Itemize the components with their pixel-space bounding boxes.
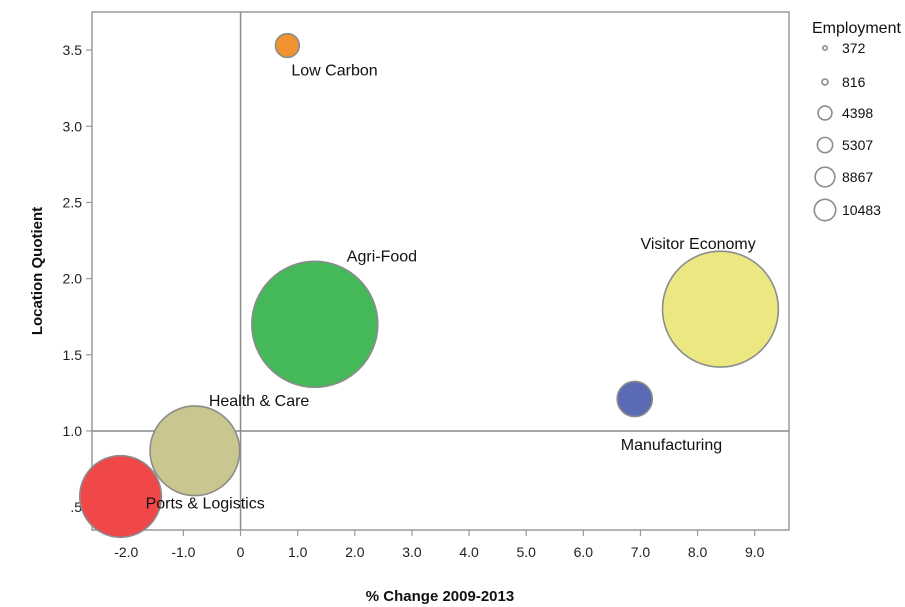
bubble-visitor-economy xyxy=(661,250,780,368)
bubble-label: Low Carbon xyxy=(291,63,377,80)
legend-size-marker xyxy=(821,44,828,51)
bubble-labels: Low Carbon Agri-Food Visitor Economy Manufa… xyxy=(146,63,756,513)
x-tick-label: 3.0 xyxy=(402,544,422,560)
x-tick-label: 6.0 xyxy=(574,544,594,560)
legend-label: 8867 xyxy=(842,169,873,185)
x-tick-label: 5.0 xyxy=(516,544,536,560)
plot-frame xyxy=(91,11,790,531)
y-tick-label: 3.0 xyxy=(63,118,83,134)
legend-label: 10483 xyxy=(842,202,881,218)
legend-size-marker xyxy=(816,136,834,154)
x-tick-label: 4.0 xyxy=(459,544,479,560)
bubble-label: Agri-Food xyxy=(347,248,417,265)
bubble-health-care xyxy=(149,405,241,497)
bubble-label: Ports & Logistics xyxy=(146,495,265,512)
legend-label: 4398 xyxy=(842,105,873,121)
bubble-low-carbon xyxy=(274,32,301,59)
y-tick-label: 2.5 xyxy=(63,194,83,210)
x-axis-title: % Change 2009-2013 xyxy=(366,588,514,605)
bubble-label: Manufacturing xyxy=(621,437,722,454)
y-tick-label: 1.5 xyxy=(63,347,83,363)
x-tick-label: 9.0 xyxy=(745,544,765,560)
x-tick-label: 2.0 xyxy=(345,544,365,560)
legend-size-marker xyxy=(814,166,836,188)
legend-title: Employment xyxy=(812,20,901,37)
bubble-label: Visitor Economy xyxy=(640,236,755,253)
y-tick-label: 3.5 xyxy=(63,42,83,58)
bubble-ports-logistics xyxy=(78,454,163,539)
legend: Employment 372 816 4398 5307 8867 10483 xyxy=(812,20,901,222)
bubble-manufacturing xyxy=(616,380,654,418)
x-tick-label: 1.0 xyxy=(288,544,308,560)
x-axis-ticks: -2.0 -1.0 0 1.0 2.0 3.0 4.0 5.0 6.0 7.0 8.0 9.0 xyxy=(114,530,765,560)
bubbles xyxy=(78,32,780,539)
y-tick-label: 1.0 xyxy=(63,423,83,439)
bubble-label: Health & Care xyxy=(209,393,310,410)
y-tick-label: 2.0 xyxy=(63,271,83,287)
x-tick-label: -2.0 xyxy=(114,544,138,560)
y-axis-title: Location Quotient xyxy=(29,207,46,335)
y-axis-ticks: .5 1.0 1.5 2.0 2.5 3.0 3.5 xyxy=(63,42,92,515)
legend-label: 372 xyxy=(842,40,866,56)
legend-size-marker xyxy=(821,78,829,86)
y-tick-label: .5 xyxy=(70,499,82,515)
legend-label: 816 xyxy=(842,74,866,90)
legend-size-marker xyxy=(817,105,833,121)
legend-size-marker xyxy=(813,198,837,222)
bubble-agri-food xyxy=(251,260,379,389)
x-tick-label: 0 xyxy=(237,544,245,560)
x-tick-label: -1.0 xyxy=(171,544,195,560)
x-tick-label: 8.0 xyxy=(688,544,708,560)
x-tick-label: 7.0 xyxy=(631,544,651,560)
legend-label: 5307 xyxy=(842,137,873,153)
